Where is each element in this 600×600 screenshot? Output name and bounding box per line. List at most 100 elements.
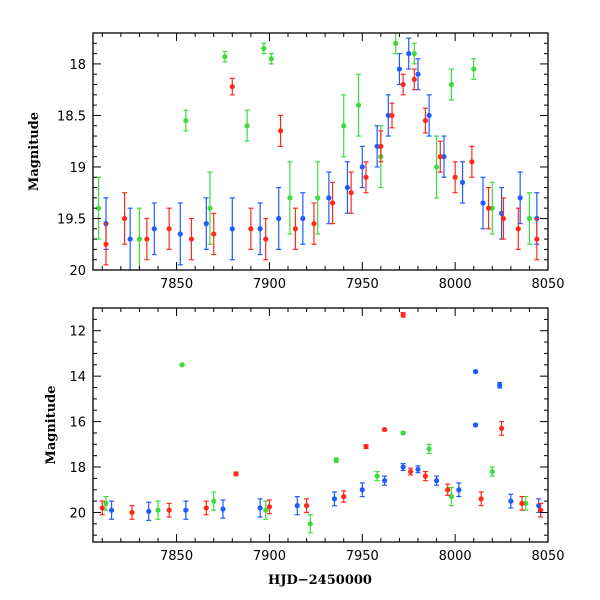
top-data-marker bbox=[459, 179, 466, 186]
top-data-marker bbox=[229, 226, 235, 232]
top-y-axis-label: Magnitude bbox=[27, 112, 42, 191]
bottom-data-marker bbox=[108, 507, 115, 513]
top-data-marker bbox=[151, 226, 157, 232]
bottom-x-tick-label: 8050 bbox=[531, 549, 564, 564]
top-data-marker bbox=[329, 200, 336, 206]
top-data-point-blue bbox=[406, 37, 412, 70]
bottom-series-red bbox=[99, 311, 544, 520]
bottom-data-point-blue bbox=[257, 498, 263, 518]
top-data-marker bbox=[411, 51, 417, 57]
bottom-data-marker bbox=[478, 496, 484, 502]
bottom-y-axis-label: Magnitude bbox=[44, 385, 59, 464]
top-data-point-blue bbox=[517, 171, 523, 225]
top-data-point-blue bbox=[276, 186, 282, 250]
top-data-marker bbox=[433, 164, 440, 170]
top-data-marker bbox=[315, 195, 321, 201]
top-data-point-red bbox=[263, 217, 269, 261]
top-data-marker bbox=[326, 195, 332, 201]
top-x-tick-label: 8000 bbox=[439, 277, 472, 292]
bottom-data-point-green bbox=[426, 443, 432, 454]
bottom-data-point-blue bbox=[508, 493, 514, 509]
bottom-panel-ticks: 7850 7900 7950 8000 8050 12 14 16 18 20 bbox=[69, 307, 565, 564]
bottom-data-point-red bbox=[363, 443, 369, 450]
top-data-marker bbox=[183, 117, 189, 124]
top-data-marker bbox=[363, 174, 369, 180]
top-data-marker bbox=[222, 54, 228, 60]
bottom-data-point-red bbox=[407, 467, 414, 476]
bottom-data-marker bbox=[381, 426, 388, 433]
bottom-data-marker bbox=[146, 508, 152, 514]
top-data-point-red bbox=[166, 207, 172, 250]
bottom-data-marker bbox=[498, 425, 505, 432]
top-data-point-red bbox=[248, 207, 254, 250]
bottom-data-point-blue bbox=[146, 501, 152, 522]
top-data-point-green bbox=[393, 33, 399, 55]
top-data-marker bbox=[500, 215, 507, 222]
top-data-marker bbox=[355, 102, 362, 108]
bottom-data-point-green bbox=[103, 495, 109, 511]
bottom-data-point-green bbox=[263, 500, 269, 520]
bottom-data-marker bbox=[294, 503, 300, 509]
bottom-data-marker bbox=[519, 500, 525, 506]
bottom-data-marker bbox=[103, 500, 109, 506]
top-data-marker bbox=[389, 112, 395, 119]
top-data-marker bbox=[311, 221, 317, 227]
bottom-data-point-red bbox=[129, 505, 135, 520]
bottom-y-tick-label: 12 bbox=[69, 325, 86, 340]
top-data-marker bbox=[489, 205, 495, 211]
top-data-point-red bbox=[534, 217, 540, 261]
top-data-point-green bbox=[207, 171, 213, 245]
bottom-data-marker bbox=[359, 487, 365, 493]
top-data-point-green bbox=[183, 109, 189, 132]
top-data-point-red bbox=[144, 217, 150, 261]
bottom-data-point-red bbox=[478, 491, 484, 507]
bottom-y-tick-label: 20 bbox=[69, 506, 86, 521]
top-y-tick-label: 18.5 bbox=[57, 109, 86, 124]
top-data-marker bbox=[344, 184, 351, 191]
top-data-marker bbox=[515, 226, 521, 232]
bottom-data-point-green bbox=[489, 466, 495, 477]
bottom-data-marker bbox=[166, 507, 172, 513]
bottom-data-marker bbox=[220, 506, 226, 512]
top-series-red bbox=[103, 68, 540, 266]
bottom-data-point-red bbox=[400, 311, 406, 318]
bottom-data-point-red bbox=[422, 470, 429, 482]
top-data-point-blue bbox=[441, 135, 447, 178]
top-y-tick-label: 20 bbox=[69, 264, 86, 279]
top-data-marker bbox=[103, 241, 109, 247]
top-panel: 7850 7900 7950 8000 8050 18 18.5 19 19.5 20 Magni… bbox=[27, 32, 565, 292]
bottom-data-point-blue bbox=[433, 475, 440, 486]
top-data-point-blue bbox=[300, 192, 306, 245]
top-data-marker bbox=[400, 81, 406, 88]
bottom-data-point-red bbox=[203, 500, 209, 516]
bottom-panel-points bbox=[99, 311, 544, 534]
top-data-point-green bbox=[489, 181, 495, 235]
top-data-marker bbox=[277, 128, 284, 134]
bottom-data-marker bbox=[433, 478, 440, 484]
top-data-marker bbox=[207, 205, 213, 211]
top-data-marker bbox=[276, 215, 282, 222]
bottom-data-marker bbox=[381, 478, 388, 484]
bottom-data-point-red bbox=[498, 420, 505, 436]
bottom-data-marker bbox=[263, 507, 269, 513]
bottom-data-marker bbox=[489, 468, 495, 475]
top-data-point-green bbox=[471, 58, 477, 80]
top-series-blue bbox=[103, 37, 540, 270]
bottom-data-marker bbox=[400, 430, 406, 436]
bottom-data-marker bbox=[233, 471, 239, 477]
bottom-data-point-red bbox=[99, 500, 105, 516]
bottom-data-marker bbox=[266, 504, 273, 510]
top-data-point-blue bbox=[480, 176, 486, 230]
top-data-point-red bbox=[500, 197, 507, 240]
top-data-marker bbox=[393, 40, 399, 46]
top-data-point-blue bbox=[203, 197, 209, 250]
top-data-marker bbox=[95, 205, 102, 211]
bottom-y-tick-label: 16 bbox=[69, 416, 86, 431]
bottom-data-point-blue bbox=[359, 482, 365, 498]
top-data-point-blue bbox=[374, 125, 380, 168]
top-data-point-blue bbox=[426, 94, 432, 137]
top-data-marker bbox=[406, 51, 412, 57]
top-data-marker bbox=[485, 205, 492, 211]
bottom-data-marker bbox=[341, 493, 347, 500]
